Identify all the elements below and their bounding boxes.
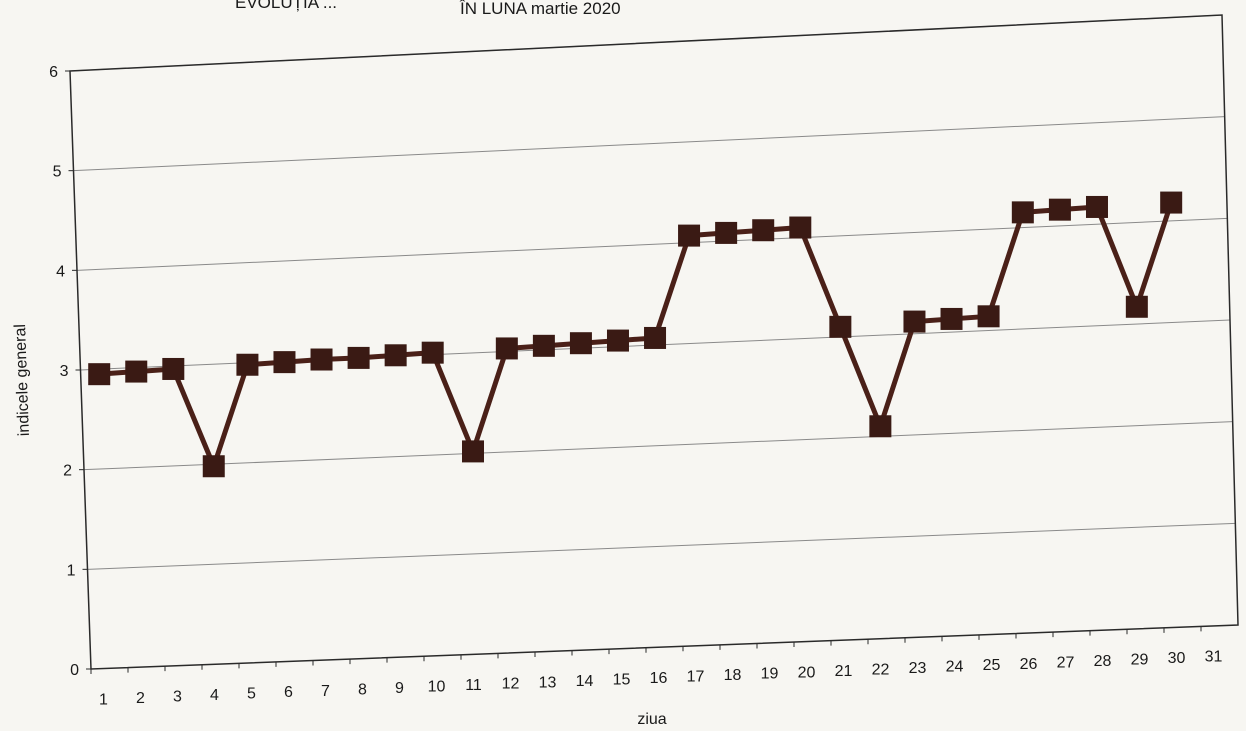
y-axis-ticks: 0 1 2 3 4 5 6 [49,64,91,679]
grid-line [87,522,1236,570]
data-point-marker [606,329,629,352]
x-tick-label: 3 [173,688,182,705]
x-tick-label: 28 [1094,653,1112,670]
data-point-marker [1125,295,1148,318]
data-point-marker [88,363,111,386]
x-tick-label: 27 [1057,654,1075,671]
chart-title: EVOLUȚIA ... ÎN LUNA martie 2020 [235,0,621,18]
y-tick-label: 6 [49,64,58,81]
data-point-marker [462,440,485,463]
y-tick-label: 1 [67,562,76,579]
data-point-marker [678,224,701,247]
data-point-marker [162,357,185,380]
x-tick-label: 14 [576,673,594,690]
series-path [99,201,1174,469]
data-point-marker [273,351,296,374]
data-point-marker [1048,198,1071,221]
y-tick-label: 3 [60,363,69,380]
series-line [99,201,1174,469]
data-point-marker [569,332,592,355]
data-point-marker [1011,201,1034,224]
y-tick-label: 5 [53,164,62,181]
x-tick-label: 29 [1131,652,1149,669]
x-tick-label: 10 [428,679,446,696]
x-tick-label: 2 [136,690,145,707]
x-tick-label: 8 [358,681,367,698]
y-tick-label: 2 [63,463,72,480]
grid-lines [69,14,1236,570]
data-point-marker [202,455,225,478]
grid-line [73,116,1225,172]
data-point-marker [715,221,738,244]
x-tick-label: 4 [210,687,219,704]
x-tick-label: 15 [613,671,631,688]
x-tick-label: 11 [465,677,482,694]
data-point-marker [310,348,333,371]
x-tick-label: 24 [946,659,964,676]
x-tick-label: 13 [539,674,557,691]
x-tick-label: 18 [724,667,742,684]
data-point-marker [1085,195,1108,218]
x-tick-label: 12 [502,676,520,693]
data-point-marker [829,315,852,338]
x-tick-label: 5 [247,686,256,703]
y-axis-label: indicele general [12,324,33,437]
x-tick-label: 19 [761,666,779,683]
data-point-marker [752,219,775,242]
x-tick-label: 26 [1020,656,1038,673]
data-point-marker [789,216,812,239]
series-markers [88,191,1183,478]
data-point-marker [869,415,892,438]
x-tick-label: 31 [1205,649,1223,666]
data-point-marker [347,346,370,369]
x-tick-label: 7 [321,683,330,700]
data-point-marker [644,326,667,349]
chart-title-line-2: ÎN LUNA martie 2020 [459,0,621,18]
x-tick-label: 16 [650,670,668,687]
grid-line [76,217,1228,271]
x-tick-label: 25 [983,657,1001,674]
data-point-marker [421,341,444,364]
data-point-marker [125,360,148,383]
x-tick-label: 30 [1168,650,1186,667]
x-axis-ticks: 1 2 3 4 5 6 7 8 9 10 11 12 13 14 15 16 17 18 19 20 21 22 23 24 2… [90,626,1223,708]
y-tick-label: 0 [70,662,79,679]
x-tick-label: 6 [284,684,293,701]
data-point-marker [940,307,963,330]
chart-title-line-1: EVOLUȚIA ... [235,0,337,12]
data-point-marker [384,344,407,367]
data-point-marker [495,337,518,360]
x-tick-label: 1 [99,691,108,708]
data-point-marker [1160,191,1183,214]
data-point-marker [977,305,1000,328]
x-axis-label: ziua [637,711,666,728]
data-point-marker [903,310,926,333]
x-tick-label: 21 [835,663,853,680]
x-tick-label: 23 [909,660,927,677]
x-tick-label: 17 [687,669,705,686]
y-tick-label: 4 [56,263,65,280]
data-point-marker [236,353,259,376]
data-point-marker [532,334,555,357]
x-tick-label: 22 [872,661,890,678]
x-tick-label: 9 [395,680,404,697]
grid-line [83,421,1233,471]
x-tick-label: 20 [798,664,816,681]
